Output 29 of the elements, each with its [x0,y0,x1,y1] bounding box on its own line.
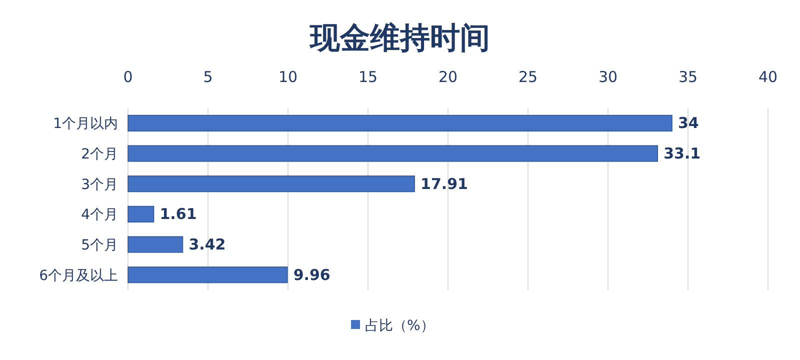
x-tick-label: 20 [438,68,458,86]
bar [128,114,672,132]
x-tick-label: 5 [203,68,213,86]
data-label: 9.96 [293,266,330,284]
y-tick-label: 5个月 [81,238,118,254]
y-tick-label: 3个月 [81,176,118,193]
x-tick-label: 10 [278,68,298,86]
legend-label: 占比（%） [365,318,434,334]
x-tick-label: 15 [358,68,378,86]
bar [128,266,288,284]
y-tick-label: 1个月以内 [53,116,118,132]
data-label: 3.42 [188,236,226,254]
bar [128,145,658,162]
data-label: 34 [678,114,699,132]
bar [128,206,154,222]
chart-title: 现金维持时间 [309,21,490,56]
bar [128,236,184,253]
x-tick-label: 25 [518,68,538,86]
data-label: 33.1 [664,144,701,162]
y-tick-label: 6个月及以上 [39,268,118,284]
bar [128,176,415,192]
x-tick-label: 0 [123,68,133,86]
x-tick-label: 30 [598,68,618,86]
x-tick-label: 40 [758,68,778,86]
y-tick-label: 4个月 [81,207,118,224]
data-label: 1.61 [160,205,197,224]
x-tick-label: 35 [678,68,698,86]
data-label: 17.91 [420,174,468,193]
y-tick-label: 2个月 [81,146,118,162]
